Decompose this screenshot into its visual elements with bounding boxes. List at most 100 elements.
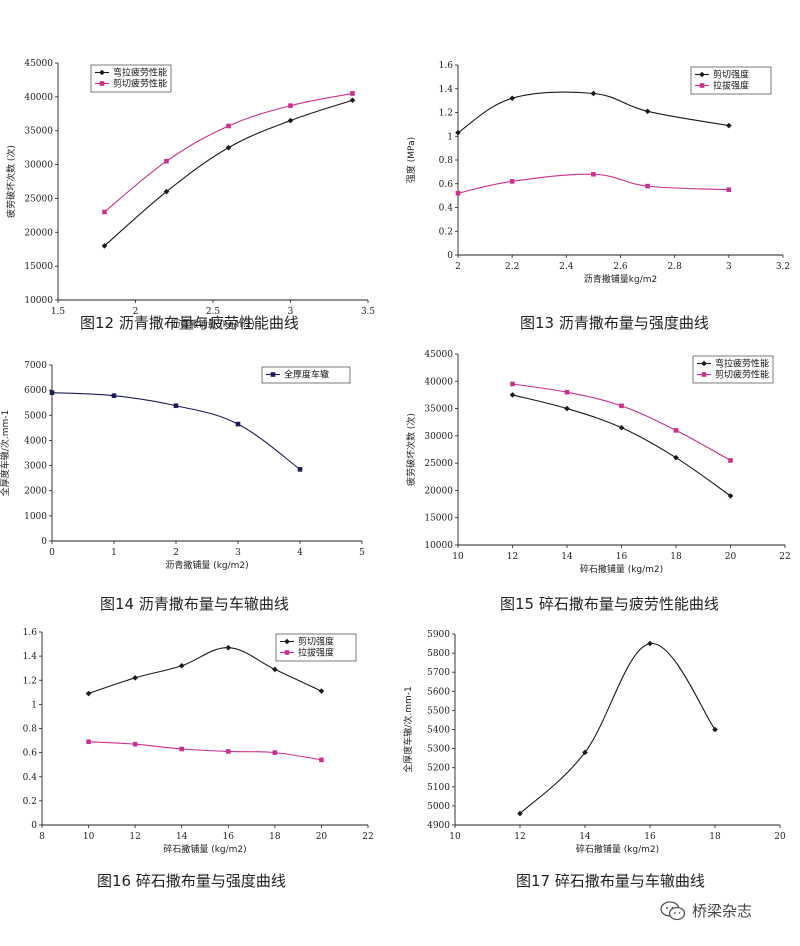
data-point (582, 749, 588, 756)
y-tick-label: 3000 (24, 462, 47, 472)
x-tick-label: 22 (779, 552, 790, 562)
chart-fig16: 0 0.2 0.4 0.6 0.8 1 1.2 1.4 1.6 8 10 12 14 16 18 20 22 碎石… (0, 628, 374, 855)
data-point (86, 739, 91, 745)
data-point (618, 424, 625, 431)
y-tick-label: 1.2 (439, 109, 453, 119)
y-tick-label: 35000 (424, 405, 453, 415)
y-tick-label: 1 (31, 700, 37, 710)
legend-label: 拉拔强度 (298, 647, 334, 659)
legend-marker (99, 69, 105, 76)
y-tick-label: 5000 (24, 411, 47, 421)
x-tick-label: 3.2 (776, 262, 790, 272)
y-tick-label: 0.8 (23, 725, 38, 735)
x-axis-title: 沥青撒铺量 (kg/m2) (165, 559, 248, 571)
x-tick-label: 22 (362, 832, 373, 842)
legend-label: 剪切疲劳性能 (113, 78, 167, 90)
y-axis-title: 疲劳破坏次数 (次) (405, 413, 417, 486)
axis-lines (51, 365, 362, 542)
x-tick-label: 18 (670, 552, 682, 562)
data-point (509, 179, 515, 184)
data-point (726, 187, 732, 192)
legend-marker (699, 83, 705, 88)
x-tick-label: 18 (709, 832, 721, 842)
x-tick-label: 14 (579, 832, 591, 842)
y-tick-label: 25000 (424, 459, 453, 469)
data-point (727, 493, 734, 499)
data-point (225, 644, 232, 651)
x-tick-label: 14 (561, 552, 573, 562)
y-tick-label: 0 (447, 251, 453, 261)
watermark: 桥梁杂志 (660, 900, 752, 921)
y-tick-label: 1.4 (439, 85, 454, 95)
x-tick-label: 16 (616, 552, 628, 562)
data-point (85, 690, 92, 697)
data-point (272, 666, 278, 673)
x-tick-label: 2 (133, 307, 139, 317)
y-tick-label: 15000 (24, 262, 53, 272)
data-point (619, 403, 624, 409)
legend-box (690, 66, 772, 95)
x-tick-label: 18 (269, 832, 281, 842)
y-tick-label: 40000 (24, 93, 53, 103)
data-point (225, 144, 232, 151)
y-tick-label: 10000 (24, 296, 53, 306)
data-point (349, 97, 356, 104)
y-tick-label: 0.8 (439, 156, 454, 166)
data-point (517, 810, 523, 817)
data-point (673, 428, 679, 433)
x-tick-label: 2.8 (668, 262, 683, 272)
x-tick-label: 12 (129, 832, 140, 842)
data-point (645, 183, 650, 189)
y-tick-label: 2000 (24, 487, 47, 497)
legend-box (275, 633, 357, 662)
y-tick-label: 10000 (424, 541, 453, 551)
y-tick-label: 0.6 (439, 180, 454, 190)
x-tick-label: 4 (297, 548, 303, 558)
x-tick-label: 12 (514, 832, 525, 842)
x-tick-label: 2 (455, 262, 461, 272)
x-tick-label: 2 (173, 548, 179, 558)
y-tick-label: 4000 (24, 436, 47, 446)
data-point (455, 190, 461, 196)
data-point (101, 243, 108, 249)
legend-label: 全厚度车辙 (284, 369, 329, 381)
x-tick-label: 1.5 (51, 307, 66, 317)
data-point (226, 123, 231, 129)
data-point (173, 403, 179, 409)
legend-box (90, 64, 172, 93)
y-tick-label: 15000 (424, 514, 453, 524)
y-tick-label: 35000 (24, 127, 53, 137)
legend-marker (284, 650, 290, 655)
caption-fig16: 图16 碎石撒布量与强度曲线 (97, 872, 286, 890)
series-line (457, 173, 729, 194)
y-tick-label: 45000 (24, 59, 53, 69)
y-tick-label: 7000 (24, 361, 47, 371)
axis-lines (454, 634, 780, 826)
y-tick-label: 30000 (424, 432, 453, 442)
legend-marker (699, 71, 705, 78)
legend-box (261, 366, 351, 384)
series-line (104, 92, 353, 213)
legend-label: 拉拔强度 (713, 80, 749, 92)
y-tick-label: 5400 (427, 726, 450, 736)
data-point (49, 390, 55, 395)
data-point (350, 91, 355, 96)
y-tick-label: 5500 (427, 706, 450, 716)
data-point (163, 188, 170, 195)
caption-fig13: 图13 沥青撒布量与强度曲线 (520, 314, 709, 332)
data-point (455, 129, 461, 136)
data-point (319, 757, 324, 763)
data-point (132, 741, 138, 747)
x-axis-title: 碎石撒铺量 (kg/m2) (163, 843, 246, 855)
y-axis-title: 疲劳破坏次数 (次) (5, 145, 17, 218)
data-point (590, 90, 597, 97)
series-line (88, 647, 322, 695)
x-tick-label: 20 (774, 832, 786, 842)
legend-marker (270, 372, 276, 377)
y-tick-label: 1.6 (23, 628, 38, 638)
y-tick-label: 0.6 (23, 749, 38, 759)
legend-marker (99, 81, 105, 86)
data-point (318, 688, 325, 694)
x-tick-label: 2.4 (559, 262, 574, 272)
legend-label: 剪切强度 (713, 69, 749, 81)
